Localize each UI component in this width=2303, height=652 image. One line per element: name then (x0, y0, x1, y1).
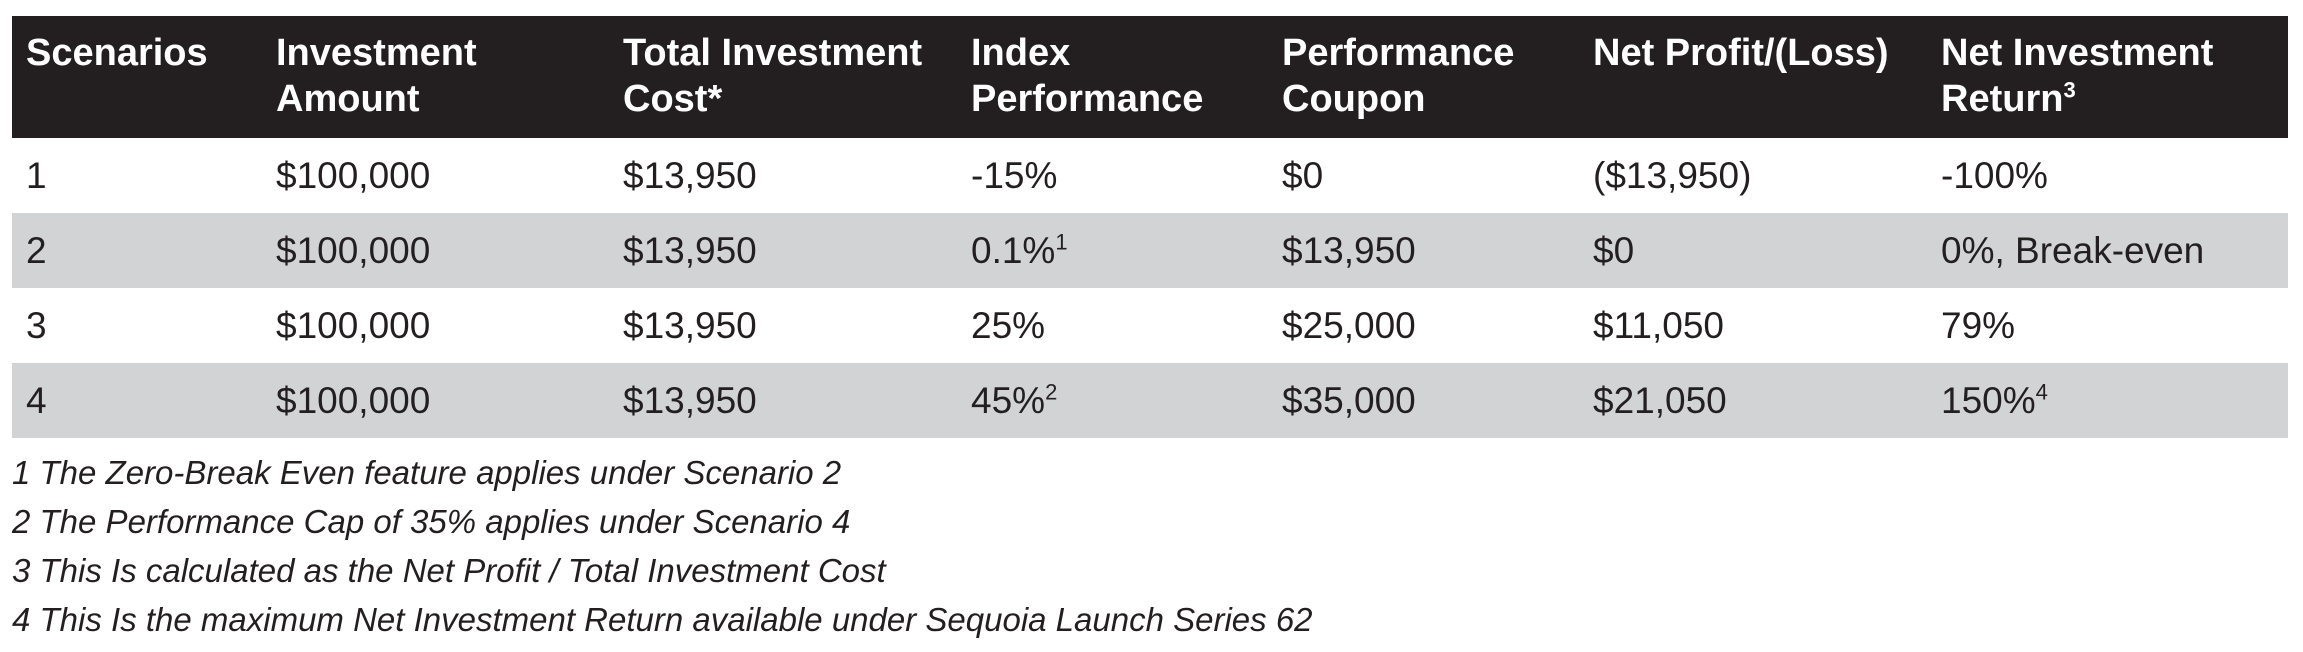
cell-net-profit-loss: $0 (1579, 213, 1927, 288)
cell-total-investment-cost: $13,950 (609, 213, 957, 288)
cell-performance-coupon: $35,000 (1268, 363, 1579, 438)
header-index-performance: Index Performance (957, 16, 1268, 138)
header-total-investment-cost: Total Investment Cost* (609, 16, 957, 138)
cell-total-investment-cost: $13,950 (623, 154, 757, 196)
header-net-profit-loss: Net Profit/(Loss) (1579, 16, 1927, 138)
cell-investment-amount: $100,000 (276, 154, 431, 196)
scenario-table: Scenarios Investment Amount Total Investm… (12, 16, 2288, 438)
cell-scenario: 2 (12, 213, 262, 288)
cell-net-profit-loss: $11,050 (1593, 304, 1724, 346)
footnotes: 1 The Zero-Break Even feature applies un… (12, 448, 2288, 644)
header-row: Scenarios Investment Amount Total Investm… (12, 16, 2288, 138)
cell-net-investment-return: -100% (1927, 138, 2288, 213)
table-row: 3 $100,000 $13,950 25% $25,000 $11,050 7… (12, 288, 2288, 363)
header-line: Performance (1282, 32, 1515, 74)
cell-value: 0%, Break-even (1941, 229, 2205, 271)
header-line: Coupon (1282, 78, 1426, 120)
header-line: Performance (971, 78, 1204, 120)
footnote: 1 The Zero-Break Even feature applies un… (12, 454, 842, 491)
cell-net-profit-loss: $21,050 (1579, 363, 1927, 438)
cell-index-performance: 0.1%1 (957, 213, 1268, 288)
cell-performance-coupon: $13,950 (1268, 213, 1579, 288)
header-line: Net Investment (1941, 32, 2214, 74)
cell-investment-amount: $100,000 (262, 363, 609, 438)
cell-value: -100% (1941, 154, 2048, 196)
table-row: 1 $100,000 $13,950 -15% $0 ($13,950) -10… (12, 138, 2288, 213)
header-net-investment-return: Net Investment Return3 (1927, 16, 2288, 138)
cell-index-performance: 45%2 (957, 363, 1268, 438)
header-performance-coupon: Performance Coupon (1268, 16, 1579, 138)
cell-value: 45% (971, 379, 1046, 421)
header-line: Amount (276, 78, 420, 120)
footnote-ref: 4 (2035, 379, 2048, 405)
header-line: Cost* (623, 78, 723, 120)
header-scenarios: Scenarios (12, 16, 262, 138)
footnote: 4 This Is the maximum Net Investment Ret… (12, 601, 1313, 638)
header-line: Return (1941, 78, 2064, 120)
cell-index-performance: -15% (957, 138, 1268, 213)
footnote-ref: 3 (2063, 77, 2076, 103)
cell-performance-coupon: $0 (1282, 154, 1324, 196)
table-row: 2 $100,000 $13,950 0.1%1 $13,950 $0 0%, … (12, 213, 2288, 288)
header-line: Scenarios (26, 32, 208, 74)
cell-scenario: 4 (12, 363, 262, 438)
cell-net-profit-loss: ($13,950) (1593, 154, 1752, 196)
cell-value: 79% (1941, 304, 2016, 346)
cell-total-investment-cost: $13,950 (609, 363, 957, 438)
header-investment-amount: Investment Amount (262, 16, 609, 138)
cell-value: 25% (971, 304, 1046, 346)
cell-total-investment-cost: $13,950 (623, 304, 757, 346)
cell-value: 0.1% (971, 229, 1056, 271)
cell-value: 150% (1941, 379, 2036, 421)
cell-performance-coupon: $25,000 (1282, 304, 1416, 346)
cell-scenario: 3 (26, 304, 47, 346)
footnote-ref: 1 (1055, 229, 1068, 255)
cell-net-investment-return: 0%, Break-even (1927, 213, 2288, 288)
cell-scenario: 1 (26, 154, 47, 196)
header-line: Total Investment (623, 32, 923, 74)
cell-investment-amount: $100,000 (276, 304, 431, 346)
header-line: Net Profit/(Loss) (1593, 32, 1889, 74)
footnote: 2 The Performance Cap of 35% applies und… (12, 503, 851, 540)
header-line: Index (971, 32, 1071, 74)
scenario-table-container: Scenarios Investment Amount Total Investm… (12, 16, 2288, 644)
cell-index-performance: 25% (957, 288, 1268, 363)
header-line: Investment (276, 32, 477, 74)
footnote: 3 This Is calculated as the Net Profit /… (12, 552, 886, 589)
cell-net-investment-return: 150%4 (1927, 363, 2288, 438)
cell-investment-amount: $100,000 (262, 213, 609, 288)
cell-net-investment-return: 79% (1927, 288, 2288, 363)
table-row: 4 $100,000 $13,950 45%2 $35,000 $21,050 … (12, 363, 2288, 438)
footnote-ref: 2 (1045, 379, 1058, 405)
cell-value: -15% (971, 154, 1058, 196)
